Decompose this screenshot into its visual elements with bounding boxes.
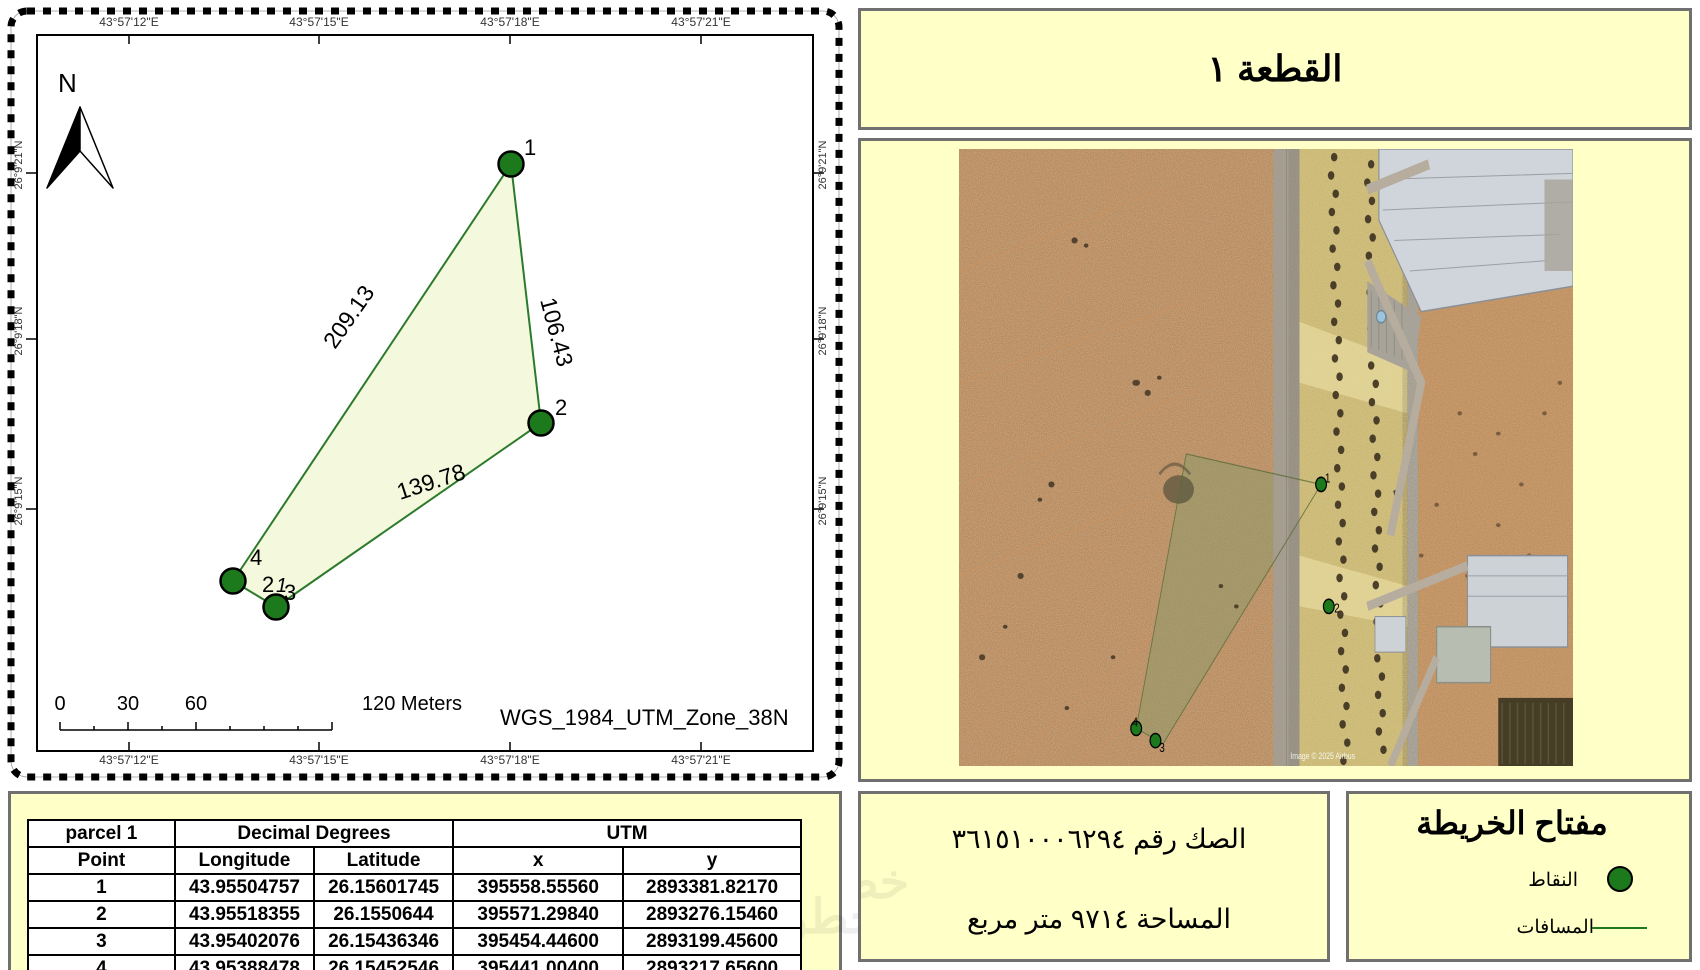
- svg-text:4: 4: [1132, 715, 1138, 730]
- svg-text:1: 1: [524, 135, 536, 160]
- svg-text:60: 60: [185, 693, 207, 715]
- svg-text:43°57'18"E: 43°57'18"E: [480, 753, 539, 767]
- svg-text:26°9'15"N: 26°9'15"N: [13, 476, 25, 525]
- svg-text:2: 2: [555, 395, 567, 420]
- svg-text:1: 1: [276, 575, 287, 597]
- svg-text:106.43: 106.43: [535, 295, 578, 370]
- svg-text:Image © 2025 Airbus: Image © 2025 Airbus: [1290, 751, 1355, 761]
- svg-text:1: 1: [1325, 471, 1331, 486]
- svg-text:120 Meters: 120 Meters: [362, 693, 462, 715]
- svg-text:26°9'21"N: 26°9'21"N: [13, 140, 25, 189]
- svg-text:WGS_1984_UTM_Zone_38N: WGS_1984_UTM_Zone_38N: [500, 705, 789, 730]
- svg-text:43°57'15"E: 43°57'15"E: [289, 753, 348, 767]
- svg-text:30: 30: [117, 693, 139, 715]
- svg-text:4: 4: [250, 545, 262, 570]
- svg-text:3: 3: [1159, 740, 1165, 755]
- svg-text:43°57'15"E: 43°57'15"E: [289, 15, 348, 29]
- svg-text:0: 0: [54, 693, 65, 715]
- svg-text:N: N: [58, 68, 77, 98]
- svg-text:43°57'12"E: 43°57'12"E: [99, 15, 158, 29]
- svg-text:26°9'15"N: 26°9'15"N: [817, 476, 829, 525]
- svg-text:26°9'18"N: 26°9'18"N: [13, 306, 25, 355]
- svg-text:43°57'21"E: 43°57'21"E: [671, 15, 730, 29]
- svg-text:2: 2: [1334, 601, 1340, 616]
- svg-text:26°9'21"N: 26°9'21"N: [817, 140, 829, 189]
- svg-text:43°57'12"E: 43°57'12"E: [99, 753, 158, 767]
- svg-text:26°9'18"N: 26°9'18"N: [817, 306, 829, 355]
- svg-text:209.13: 209.13: [318, 280, 380, 353]
- svg-text:43°57'21"E: 43°57'21"E: [671, 753, 730, 767]
- svg-text:2: 2: [262, 572, 274, 597]
- svg-text:43°57'18"E: 43°57'18"E: [480, 15, 539, 29]
